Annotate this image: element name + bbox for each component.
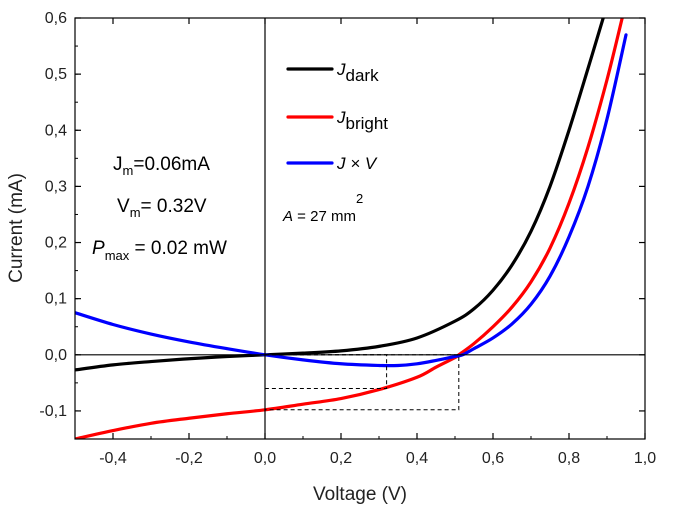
jm-rest: =0.06mA — [133, 154, 210, 175]
jm-sub: m — [123, 163, 134, 178]
vm-main: V — [117, 196, 130, 217]
y-axis-title: Current (mA) — [6, 173, 27, 283]
svg-text:Pmax = 0.02 mW: Pmax = 0.02 mW — [92, 238, 227, 263]
area-rest: = 27 mm — [293, 208, 356, 225]
legend-label-dark: Jdark — [336, 60, 379, 85]
y-tick-label: -0,1 — [39, 403, 67, 420]
series-line-bright — [75, 18, 624, 439]
plot-frame — [74, 17, 646, 440]
y-tick-label: 0,5 — [45, 66, 67, 83]
annotation-jm: Jm=0.06mA — [113, 154, 210, 178]
x-tick-label: 0,2 — [330, 450, 352, 467]
x-tick-label: 0,8 — [558, 450, 580, 467]
series-line-power — [75, 33, 628, 368]
svg-text:Vm= 0.32V: Vm= 0.32V — [117, 196, 207, 220]
mpp-rectangle-1 — [264, 354, 388, 389]
x-tick-label: 0,0 — [254, 450, 276, 467]
x-tick-label: -0,2 — [175, 450, 203, 467]
curves-layer — [75, 18, 628, 439]
y-tick-label: 0,2 — [45, 235, 67, 252]
x-axis-title: Voltage (V) — [313, 484, 407, 505]
x-tick-label: -0,4 — [99, 450, 127, 467]
vm-sub: m — [130, 205, 141, 220]
series-line-dark — [75, 18, 605, 372]
vm-rest: = 0.32V — [141, 196, 207, 217]
y-tick-label: 0,4 — [45, 122, 67, 139]
x-tick-label: 0,6 — [482, 450, 504, 467]
axis-ticks: -0,4 -0,2 0,0 0,2 0,4 0,6 0,8 1,0 -0,1 0,0 0,1 0,2 0… — [39, 10, 656, 467]
svg-text:A = 27 mm2: A = 27 mm2 — [282, 191, 363, 225]
y-tick-label: 0,3 — [45, 178, 67, 195]
jm-main: J — [113, 154, 123, 175]
annotation-vm: Vm= 0.32V — [117, 196, 207, 220]
annotation-area: A = 27 mm2 — [282, 191, 363, 225]
legend-label-power: J × V — [336, 154, 378, 173]
pmax-rest: = 0.02 mW — [129, 238, 227, 259]
annotation-pmax: Pmax = 0.02 mW — [92, 238, 227, 263]
area-main: A — [282, 208, 293, 225]
zero-lines — [75, 18, 645, 439]
pmax-sub: max — [105, 248, 130, 263]
area-sup: 2 — [356, 191, 363, 206]
legend-label-bright: Jbright — [336, 108, 388, 133]
pmax-main: P — [92, 238, 105, 259]
x-tick-label: 1,0 — [634, 450, 656, 467]
x-tick-label: 0,4 — [406, 450, 428, 467]
y-tick-label: 0,6 — [45, 10, 67, 27]
y-tick-label: 0,1 — [45, 291, 67, 308]
svg-text:Jm=0.06mA: Jm=0.06mA — [113, 154, 210, 178]
y-tick-label: 0,0 — [45, 347, 67, 364]
legend: Jdark Jbright J × V — [286, 60, 388, 173]
